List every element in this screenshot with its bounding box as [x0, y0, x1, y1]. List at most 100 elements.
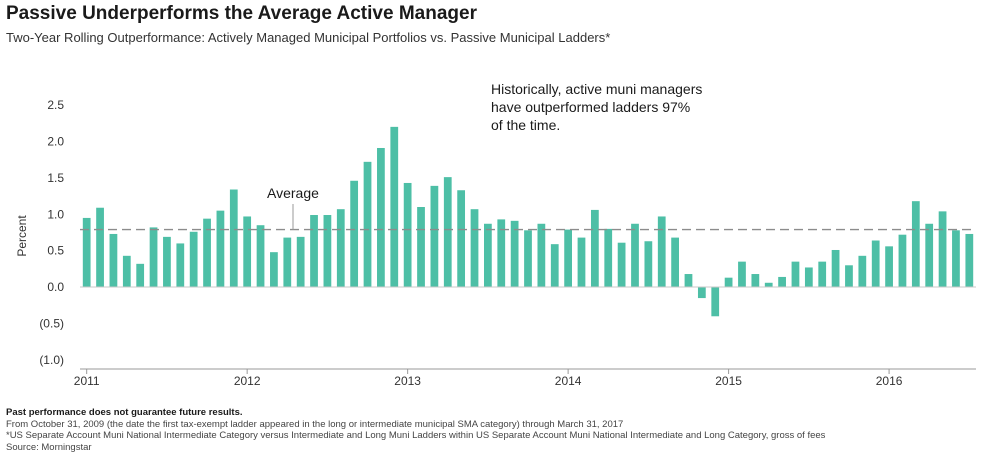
y-tick-label: 1.0	[47, 207, 64, 221]
bar	[925, 223, 934, 288]
bar	[938, 211, 947, 288]
x-axis-ticks: 2011 2012 2013 2014 2015 2016	[74, 369, 903, 388]
bar	[952, 230, 960, 288]
y-axis-ticks: 2.5 2.0 1.5 1.0 0.5 0.0 (0.5) (1.0)	[39, 98, 64, 367]
bar	[617, 242, 626, 288]
y-tick-label: (1.0)	[39, 353, 64, 367]
bar	[189, 231, 198, 288]
bar	[470, 209, 479, 288]
bars	[82, 126, 974, 317]
average-marker: Average	[80, 185, 976, 231]
bar	[390, 126, 399, 288]
y-tick-label: 1.5	[47, 171, 64, 185]
bar	[537, 223, 546, 288]
bar	[738, 261, 746, 288]
bar	[457, 190, 466, 288]
bar	[430, 185, 439, 288]
disclaimer: Past performance does not guarantee futu…	[6, 407, 243, 418]
bar	[216, 210, 225, 288]
page-title: Passive Underperforms the Average Active…	[6, 3, 477, 24]
bar	[323, 215, 332, 288]
y-tick-label: 2.5	[47, 98, 64, 112]
source-note: Source: Morningstar	[6, 441, 92, 453]
bar	[684, 274, 693, 288]
bar	[791, 261, 800, 288]
bar	[510, 220, 519, 288]
bar	[818, 261, 827, 288]
footer-notes: Past performance does not guarantee futu…	[6, 407, 825, 453]
bar	[845, 265, 853, 288]
bar	[965, 233, 974, 288]
bar	[176, 243, 185, 288]
bar	[296, 236, 305, 288]
bar	[711, 287, 720, 317]
bar	[243, 216, 252, 288]
y-axis-title: Percent	[15, 215, 29, 257]
y-tick-label: (0.5)	[39, 317, 64, 331]
bar	[778, 276, 786, 288]
bar	[363, 161, 372, 288]
bar	[671, 237, 679, 288]
annotation-line-3: of the time.	[491, 117, 560, 133]
bar	[163, 236, 171, 288]
bar	[484, 223, 492, 288]
bar	[524, 230, 532, 288]
bar	[724, 277, 733, 288]
bar	[497, 219, 506, 288]
average-label: Average	[267, 185, 319, 201]
annotation-line-1: Historically, active muni managers	[491, 81, 702, 97]
bar	[564, 229, 572, 288]
bar	[96, 207, 104, 288]
bar	[149, 227, 158, 288]
bar	[885, 246, 893, 288]
bar	[644, 241, 653, 288]
bar	[550, 244, 559, 288]
x-tick-label: 2011	[74, 374, 100, 388]
bar	[911, 201, 920, 288]
x-tick-label: 2016	[876, 374, 903, 388]
bar	[122, 255, 131, 288]
bar	[270, 252, 278, 288]
bar	[256, 225, 265, 288]
bar	[283, 237, 292, 288]
bar	[697, 287, 706, 299]
annotation-text: Historically, active muni managers have …	[491, 81, 706, 133]
bar	[751, 274, 760, 288]
bar	[229, 189, 238, 288]
bar	[804, 267, 813, 288]
bar	[764, 282, 773, 288]
bar	[350, 180, 359, 288]
bar	[871, 240, 880, 288]
bar	[109, 233, 118, 288]
bar	[831, 249, 840, 288]
bar	[136, 263, 145, 288]
x-tick-label: 2014	[555, 374, 582, 388]
bar	[443, 177, 452, 288]
x-tick-label: 2015	[715, 374, 742, 388]
x-tick-label: 2013	[394, 374, 421, 388]
bar	[604, 228, 613, 288]
y-tick-label: 0.5	[47, 244, 64, 258]
bar	[417, 207, 425, 288]
bar	[898, 234, 907, 288]
bar-chart: Percent 2.5 2.0 1.5 1.0 0.5 0.0 (0.5) (1.0) 201…	[15, 74, 976, 388]
bar	[403, 182, 412, 288]
bar	[858, 255, 867, 288]
bar	[577, 237, 586, 288]
bar	[82, 217, 91, 288]
category-note: *US Separate Account Muni National Inter…	[6, 430, 826, 441]
annotation-callout: Historically, active muni managers have …	[484, 74, 746, 146]
bar	[336, 209, 345, 288]
y-tick-label: 2.0	[47, 134, 64, 148]
bar	[377, 147, 385, 288]
annotation-box	[484, 74, 746, 146]
bar	[590, 209, 599, 288]
bar	[310, 215, 318, 288]
y-tick-label: 0.0	[47, 280, 64, 294]
bar	[203, 218, 211, 288]
x-tick-label: 2012	[234, 374, 261, 388]
chart-subtitle: Two-Year Rolling Outperformance: Activel…	[6, 30, 611, 45]
annotation-line-2: have outperformed ladders 97%	[491, 99, 690, 115]
bar	[657, 216, 666, 288]
bar	[631, 223, 639, 288]
